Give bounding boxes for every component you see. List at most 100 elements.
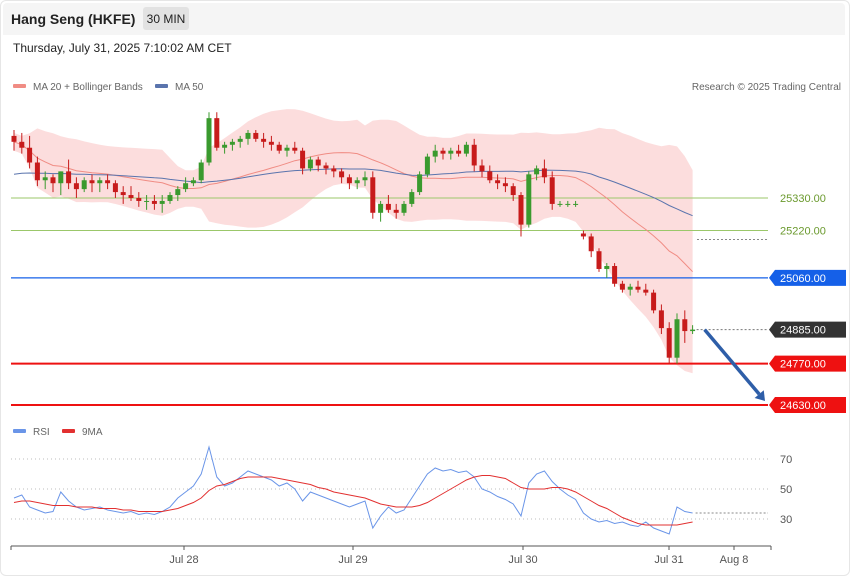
candle [658, 304, 664, 335]
candle-body [120, 192, 126, 196]
candle-body [237, 138, 243, 142]
level-tag-bg [769, 397, 846, 413]
candle-body [440, 150, 446, 154]
candle-body [690, 329, 696, 332]
candle-body [510, 186, 516, 196]
candle [370, 171, 376, 219]
candle-body [81, 180, 87, 190]
level-tag: 24885.00 [769, 321, 846, 338]
timeframe-badge[interactable]: 30 MIN [143, 7, 189, 30]
candle [417, 171, 423, 196]
candle-body [463, 144, 469, 154]
ma50-legend-label: MA 50 [175, 82, 204, 93]
x-tick-label: Aug 8 [720, 554, 749, 566]
rsi-ma-legend-swatch [62, 429, 75, 433]
candle [50, 174, 56, 193]
candle [97, 177, 103, 193]
candle-body [268, 141, 274, 145]
candle [284, 144, 290, 157]
candle-body [526, 174, 532, 225]
candle-body [339, 171, 345, 178]
candle-body [144, 200, 150, 202]
candle [58, 171, 64, 196]
candle-body [534, 168, 540, 175]
ma20-legend-swatch [13, 84, 26, 88]
candle-body [573, 203, 579, 205]
candle-body [89, 180, 95, 184]
x-tick-label: Jul 29 [338, 554, 367, 566]
candle [518, 192, 524, 237]
candle-body [229, 141, 235, 145]
candle-body [401, 203, 407, 213]
candle [612, 263, 618, 287]
candle-body [105, 180, 111, 184]
candle-body [580, 233, 586, 237]
candle-body [456, 150, 462, 154]
candle [245, 129, 251, 145]
rsi-ma-legend-label: 9MA [82, 427, 103, 438]
candle-body [666, 328, 672, 358]
level-label: 25220.00 [780, 226, 826, 238]
level-label: 24630.00 [780, 400, 826, 412]
candle [487, 165, 493, 184]
candle [34, 156, 40, 187]
candle-body [198, 162, 204, 181]
candle [635, 280, 641, 293]
candle [393, 203, 399, 219]
candle [549, 171, 555, 210]
candle [237, 135, 243, 148]
candle [268, 135, 274, 151]
level-tag: 24630.00 [769, 397, 846, 413]
candle [292, 141, 298, 154]
candle [526, 171, 532, 228]
candle [541, 159, 547, 184]
candle [214, 112, 220, 151]
candle [183, 177, 189, 193]
candle-body [619, 283, 625, 290]
candle [463, 141, 469, 157]
candle [385, 195, 391, 213]
candle-body [565, 203, 571, 205]
candle [315, 156, 321, 172]
candle [120, 186, 126, 204]
candle [175, 186, 181, 201]
candle [151, 195, 157, 210]
candle [66, 159, 72, 190]
candle-body [362, 177, 368, 181]
candle-body [128, 195, 134, 198]
candle [456, 144, 462, 157]
ma50-legend-swatch [155, 84, 168, 88]
candle [128, 186, 134, 201]
candle-body [502, 183, 508, 187]
candle [440, 147, 446, 160]
rsi-plot: 70 50 30 [11, 445, 792, 535]
x-tick-label: Jul 30 [508, 554, 537, 566]
candle-body [27, 147, 33, 163]
candle [323, 162, 329, 175]
ma20-line [13, 141, 693, 273]
candle-body [167, 195, 173, 201]
candle [253, 129, 259, 142]
candle-body [612, 266, 618, 284]
candle [222, 141, 228, 154]
candle-body [378, 203, 384, 213]
candle [167, 192, 173, 204]
rsi-tick-label: 70 [780, 454, 792, 466]
candle [339, 168, 345, 184]
candle [136, 192, 142, 207]
candle [362, 171, 368, 187]
candle [354, 177, 360, 190]
candle [206, 112, 212, 166]
candle [495, 174, 501, 190]
candle [307, 156, 313, 172]
candle [643, 283, 649, 296]
candle-body [432, 150, 438, 157]
candle-body [424, 156, 430, 175]
candle-body [112, 183, 118, 193]
level-tag-bg [769, 355, 846, 372]
candle-body [58, 171, 64, 184]
candle-body [627, 286, 633, 290]
candle [276, 141, 282, 154]
candle-body [300, 150, 306, 169]
level-label: 25330.00 [780, 193, 826, 205]
